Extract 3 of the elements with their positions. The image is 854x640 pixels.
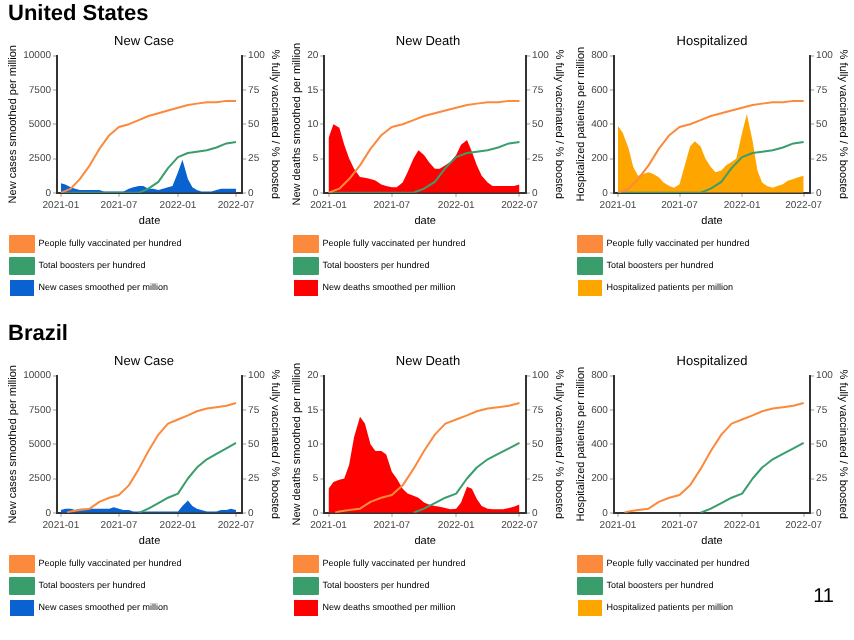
text: 11 — [813, 586, 834, 608]
text: Brazil — [8, 322, 68, 346]
text: United States — [8, 2, 149, 26]
